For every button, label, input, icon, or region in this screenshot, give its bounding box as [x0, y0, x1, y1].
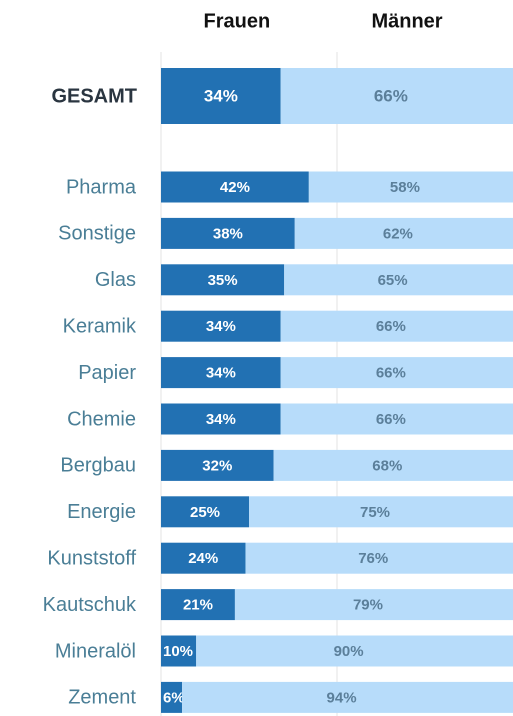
category-label: Sonstige	[58, 223, 136, 245]
value-label: 66%	[376, 318, 406, 335]
value-label: 24%	[188, 550, 218, 567]
value-label: 94%	[327, 689, 357, 706]
legend-label: Männer	[371, 10, 442, 32]
bar-segment	[284, 264, 513, 296]
value-label: 6%	[163, 689, 185, 706]
bar-segment	[280, 357, 513, 389]
bar-segment	[161, 589, 235, 621]
value-label: 34%	[204, 86, 238, 105]
value-label: 66%	[376, 411, 406, 428]
legend-label: Frauen	[203, 10, 270, 32]
value-label: 42%	[220, 179, 250, 196]
value-label: 65%	[378, 272, 408, 289]
bar-segment	[280, 403, 513, 435]
bar-segment	[245, 542, 513, 574]
value-label: 38%	[213, 225, 243, 242]
category-label: Keramik	[63, 315, 137, 337]
value-label: 76%	[358, 550, 388, 567]
value-label: 58%	[390, 179, 420, 196]
category-label: Glas	[95, 269, 136, 291]
bar-segment	[273, 449, 513, 481]
value-label: 34%	[206, 318, 236, 335]
bar-segment	[234, 589, 513, 621]
bar-segment	[161, 681, 183, 713]
value-label: 66%	[374, 86, 408, 105]
value-label: 34%	[206, 411, 236, 428]
category-label: Kunststoff	[47, 547, 136, 569]
bar-segment	[294, 217, 513, 249]
category-label: Pharma	[66, 176, 137, 198]
category-label: Chemie	[67, 408, 136, 430]
bar-segment	[161, 217, 295, 249]
bar-segment	[161, 496, 249, 528]
bar-segment	[161, 171, 309, 203]
category-label: Bergbau	[60, 455, 136, 477]
value-label: 10%	[163, 643, 193, 660]
value-label: 35%	[208, 272, 238, 289]
bar-segment	[280, 310, 513, 342]
value-label: 68%	[372, 457, 402, 474]
value-label: 66%	[376, 365, 406, 382]
value-label: 34%	[206, 365, 236, 382]
value-label: 79%	[353, 597, 383, 614]
category-label: Kautschuk	[43, 594, 137, 616]
bar-segment	[161, 68, 281, 124]
value-label: 62%	[383, 225, 413, 242]
bar-segment	[161, 449, 274, 481]
bar-segment	[161, 542, 246, 574]
bar-segment	[161, 310, 281, 342]
bar-segment	[308, 171, 513, 203]
category-label: Zement	[68, 687, 136, 709]
category-label: Energie	[67, 501, 136, 523]
bar-segment	[161, 403, 281, 435]
category-label: Papier	[78, 362, 136, 384]
bar-segment	[161, 357, 281, 389]
value-label: 32%	[202, 457, 232, 474]
bar-segment	[249, 496, 513, 528]
value-label: 25%	[190, 504, 220, 521]
bar-segment	[161, 264, 285, 296]
value-label: 75%	[360, 504, 390, 521]
bar-segment	[196, 635, 513, 667]
bar-segment	[280, 68, 513, 124]
total-label: GESAMT	[51, 85, 137, 107]
value-label: 90%	[334, 643, 364, 660]
category-label: Mineralöl	[55, 640, 136, 662]
bar-segment	[182, 681, 513, 713]
bar-segment	[161, 635, 197, 667]
value-label: 21%	[183, 597, 213, 614]
